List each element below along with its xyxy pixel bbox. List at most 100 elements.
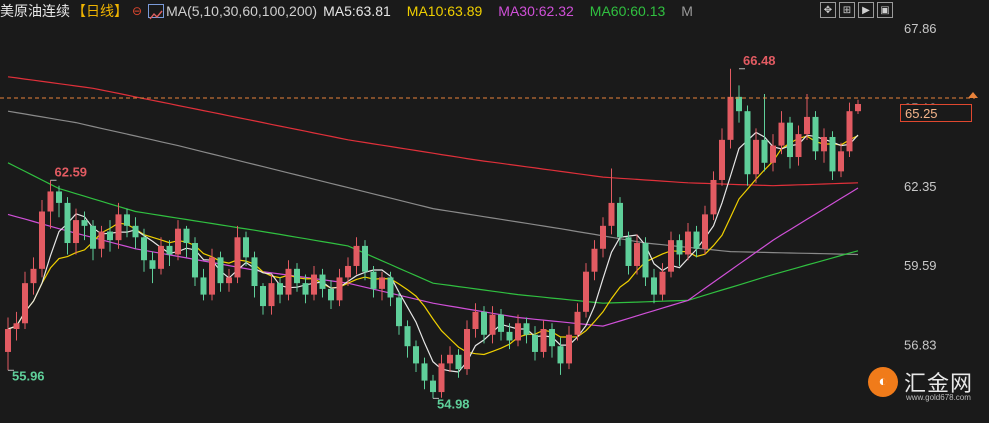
ma-values: MA5:63.81 MA10:63.89 MA30:62.32 MA60:60.13 M (323, 0, 709, 22)
candle-body (132, 225, 139, 238)
candle-body (506, 331, 513, 341)
candle-body (47, 191, 54, 212)
candle-body (268, 283, 275, 307)
candle-body (141, 237, 147, 261)
candle-body (761, 139, 768, 163)
candle-body (302, 283, 309, 295)
candle-body (464, 329, 470, 370)
candle-body (311, 274, 317, 295)
price-marker-icon (968, 92, 978, 99)
candle-body (515, 323, 521, 341)
annotation-label: 62.59 (55, 164, 88, 179)
toolbar-button-3[interactable]: ▣ (877, 2, 893, 18)
y-tick-label: 56.83 (904, 337, 937, 352)
candle-body (217, 257, 224, 284)
y-tick-label: 67.86 (904, 21, 937, 36)
candle-body (200, 277, 207, 295)
candle-body (396, 297, 402, 327)
candle-body (387, 277, 394, 298)
candle-body (472, 311, 479, 330)
logo-name: 汇金网 (904, 371, 974, 396)
candle-body (294, 268, 300, 284)
candle-body (404, 326, 411, 347)
candle-body (574, 311, 581, 335)
candle-body (566, 334, 572, 364)
candle-body (362, 245, 368, 272)
candle-body (107, 231, 113, 241)
chart-toolbar: ✥ ⊞ ▶ ▣ (820, 2, 893, 18)
candle-body (5, 329, 11, 352)
candle-body (430, 380, 436, 393)
candle-body (56, 191, 62, 203)
candle-body (251, 257, 258, 287)
candle-body (829, 136, 836, 172)
candle-body (736, 96, 742, 112)
candle-body (770, 145, 776, 163)
candle-body (73, 220, 79, 244)
toolbar-button-2[interactable]: ▶ (858, 2, 874, 18)
candle-body (804, 116, 810, 135)
candle-body (166, 245, 173, 255)
toolbar-button-0[interactable]: ✥ (820, 2, 836, 18)
candle-body (676, 240, 683, 255)
candle-body (617, 202, 623, 238)
ma-value-3: MA60:60.13 (589, 3, 666, 19)
symbol-name[interactable]: 美原油连续 (0, 3, 70, 19)
candle-body (64, 202, 71, 244)
candle-body (413, 346, 419, 364)
candle-body (659, 271, 666, 295)
annotation-label: 66.48 (743, 53, 776, 68)
candle-body (438, 363, 445, 393)
ma-value-1: MA10:63.89 (406, 3, 483, 19)
candle-body (634, 243, 640, 266)
candle-body (591, 248, 598, 272)
ma-line-ma5 (7, 131, 859, 373)
candle-body (651, 277, 657, 295)
annotation-label: 54.98 (437, 396, 470, 411)
candle-body (498, 314, 504, 332)
candle-body (540, 329, 547, 352)
candle-body (115, 214, 122, 241)
candle-body (523, 323, 530, 335)
candle-body (481, 311, 487, 335)
candle-body (319, 274, 326, 289)
period-label[interactable]: 【日线】 (72, 3, 128, 19)
settings-icon[interactable]: ⊖ (132, 4, 143, 18)
candle-body (795, 134, 802, 158)
indicator-chart-icon[interactable] (148, 4, 165, 20)
candle-body (353, 245, 360, 266)
candle-body (30, 268, 37, 284)
candle-body (455, 354, 462, 370)
candle-body (693, 231, 700, 249)
candle-body (158, 245, 164, 269)
candle-body (821, 136, 827, 152)
y-tick-label: 59.59 (904, 258, 937, 273)
candle-body (489, 314, 496, 335)
candle-body (379, 277, 385, 289)
candle-body (336, 277, 343, 301)
candle-body (234, 237, 241, 278)
candle-body (557, 346, 564, 364)
candle-body (812, 116, 819, 152)
candle-body (260, 286, 266, 307)
candle-body (549, 329, 555, 347)
ma-value-4: M (681, 3, 693, 19)
candle-body (22, 283, 28, 324)
candle-body (600, 225, 606, 249)
candle-body (753, 139, 759, 175)
ma-params: MA(5,10,30,60,100,200) (166, 3, 318, 19)
candle-body (447, 354, 453, 364)
candle-body (90, 225, 96, 249)
candle-body (642, 243, 649, 278)
ma-line-ma30 (7, 187, 859, 327)
toolbar-button-1[interactable]: ⊞ (839, 2, 855, 18)
candle-body (370, 271, 377, 289)
chart-header: 美原油连续 【日线】 ⊖ MA(5,10,30,60,100,200) MA5:… (0, 0, 709, 22)
candle-body (124, 214, 130, 226)
candle-body (702, 214, 708, 249)
current-price-tag: 65.25 (900, 104, 972, 122)
candle-body (183, 228, 190, 244)
annotation-label: 55.96 (12, 368, 45, 383)
ma-value-0: MA5:63.81 (323, 3, 391, 19)
